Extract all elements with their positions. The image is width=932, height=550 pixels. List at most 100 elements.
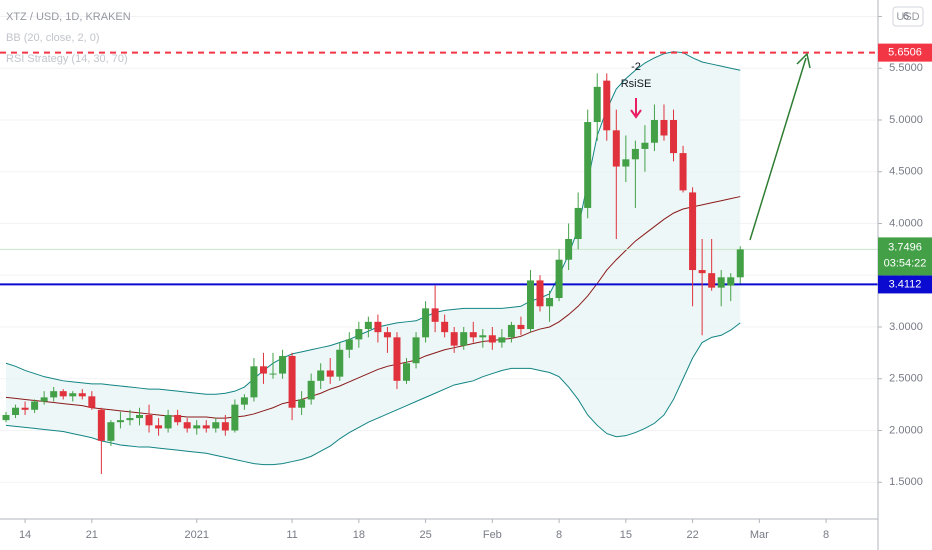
candle-body <box>174 414 182 423</box>
y-tick-label: 4.5000 <box>889 166 923 178</box>
x-tick-label: 15 <box>620 529 632 541</box>
x-tick-label: 8 <box>823 529 829 541</box>
candle-body <box>460 332 468 346</box>
candle-body <box>279 355 287 374</box>
candle-body <box>155 425 163 429</box>
candle-body <box>565 239 573 260</box>
bollinger-lower <box>5 322 741 466</box>
candle-body <box>307 380 315 400</box>
candle-body <box>450 332 458 346</box>
candle-body <box>50 391 58 398</box>
candle-body <box>145 414 153 426</box>
candle-body <box>374 321 382 333</box>
x-tick-label: Feb <box>483 529 502 541</box>
candle-body <box>488 335 496 343</box>
candle-body <box>469 332 477 338</box>
candle-body <box>231 404 239 431</box>
price-label-box <box>878 275 932 294</box>
candle-body <box>317 370 325 381</box>
last-price: 3.7496 <box>888 241 922 253</box>
candle-body <box>288 355 296 408</box>
candle-body <box>526 280 534 330</box>
x-tick-label: 2021 <box>184 529 208 541</box>
candle-body <box>202 425 210 429</box>
candle-body <box>603 80 611 131</box>
x-tick-label: 14 <box>19 529 31 541</box>
candle-body <box>422 308 430 338</box>
candle-body <box>59 391 67 397</box>
candle-body <box>670 119 678 154</box>
candle-body <box>393 337 401 381</box>
candle-body <box>183 422 191 429</box>
candle-body <box>212 422 220 429</box>
signal-arrow <box>630 98 642 119</box>
candle-body <box>12 407 20 415</box>
candle-body <box>536 280 544 307</box>
study-label: BB (20, close, 2, 0) <box>6 32 100 44</box>
y-tick-label: 4.0000 <box>889 217 923 229</box>
candle-body <box>107 422 115 441</box>
candle-body <box>21 407 29 410</box>
candle-body <box>708 273 716 288</box>
countdown: 03:54:22 <box>884 257 927 269</box>
signal-label: RsiSE <box>621 78 652 90</box>
candle-body <box>622 159 630 167</box>
candle-body <box>717 277 725 288</box>
y-tick-label: 2.0000 <box>889 424 923 436</box>
candle-body <box>403 363 411 381</box>
candle-body <box>574 207 582 240</box>
currency-box[interactable] <box>892 6 924 27</box>
candle-body <box>584 122 592 208</box>
signal-quantity: -2 <box>631 61 641 73</box>
bollinger-upper <box>5 51 741 395</box>
candle-body <box>431 308 439 322</box>
last-price-box <box>878 237 932 276</box>
price-label: 5.6506 <box>888 47 922 59</box>
currency[interactable]: USD <box>896 11 919 23</box>
candle-body <box>88 396 96 408</box>
x-tick-label: Mar <box>750 529 769 541</box>
candle-body <box>641 142 649 149</box>
candle-body <box>412 337 420 364</box>
candle-body <box>698 270 706 274</box>
x-tick-label: 18 <box>353 529 365 541</box>
candle-body <box>441 321 449 333</box>
candle-body <box>479 335 487 338</box>
y-tick-label: 1.5000 <box>889 476 923 488</box>
candle-body <box>517 324 525 330</box>
candle-body <box>2 414 10 421</box>
x-tick-label: 22 <box>686 529 698 541</box>
bollinger-basis <box>5 196 741 419</box>
chart-title: XTZ / USD, 1D, KRAKEN <box>6 11 131 23</box>
y-tick-label: 6 <box>903 10 909 22</box>
candle-body <box>221 422 229 431</box>
candle-body <box>298 399 306 408</box>
candle-body <box>364 321 372 330</box>
candle-body <box>355 329 363 340</box>
candle-body <box>326 370 334 377</box>
candle-body <box>78 393 86 397</box>
y-tick-label: 3.0000 <box>889 321 923 333</box>
candle-body <box>69 393 77 397</box>
candle-body <box>116 420 124 423</box>
x-tick-label: 25 <box>419 529 431 541</box>
candle-body <box>136 414 144 419</box>
plot-area <box>0 15 878 483</box>
trend-arrow <box>749 52 811 241</box>
price-label: 3.4112 <box>889 278 922 290</box>
candle-body <box>164 414 172 429</box>
candle-body <box>679 153 687 191</box>
x-tick-label: 8 <box>556 529 562 541</box>
candle-body <box>383 332 391 338</box>
candle-body <box>97 409 105 441</box>
candle-body <box>269 373 277 375</box>
candle-body <box>507 324 515 338</box>
candle-body <box>193 425 201 429</box>
y-tick-label: 2.5000 <box>889 373 923 385</box>
candle-body <box>546 298 554 307</box>
study-label: RSI Strategy (14, 30, 70) <box>6 53 128 65</box>
candle-body <box>126 418 134 421</box>
candle-body <box>727 277 735 286</box>
x-tick-label: 11 <box>286 529 297 541</box>
candle-body <box>660 119 668 136</box>
